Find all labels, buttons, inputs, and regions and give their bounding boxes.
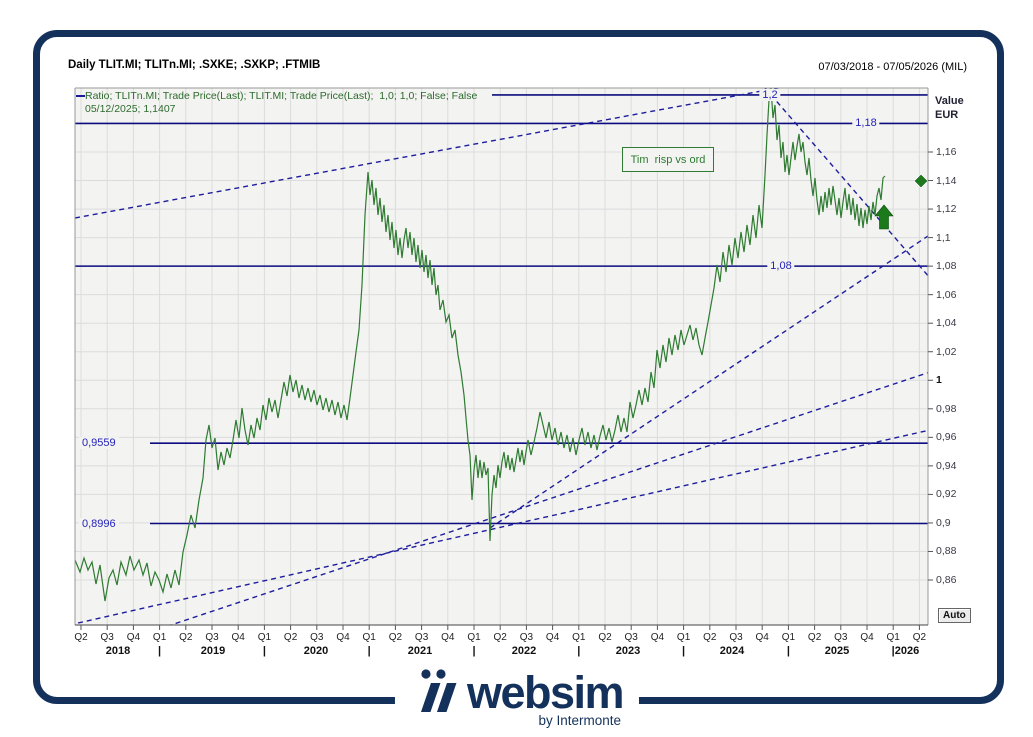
x-tick-label: Q4 bbox=[860, 632, 874, 643]
y-tick-label: 1,16 bbox=[936, 146, 957, 158]
x-tick-label: Q4 bbox=[231, 632, 245, 643]
year-label: 2018 bbox=[105, 645, 131, 657]
year-label: 2022 bbox=[511, 645, 537, 657]
y-tick-label: 0,96 bbox=[936, 431, 957, 444]
level-label-1,08: 1,08 bbox=[767, 260, 795, 273]
x-tick-label: Q2 bbox=[703, 632, 717, 643]
y-tick-label: 1 bbox=[936, 374, 942, 387]
chart-card bbox=[33, 30, 1004, 704]
x-tick-label: Q1 bbox=[362, 632, 376, 643]
y-tick-label: 1,02 bbox=[936, 345, 957, 358]
year-separator: | bbox=[891, 645, 895, 657]
y-tick-label: 0,88 bbox=[936, 545, 957, 558]
year-label: 2020 bbox=[303, 645, 329, 657]
level-label-1,18: 1,18 bbox=[852, 117, 880, 130]
year-separator: | bbox=[262, 645, 266, 657]
x-tick-label: Q4 bbox=[755, 632, 769, 643]
y-axis-title-line2: EUR bbox=[935, 109, 959, 121]
year-label: 2024 bbox=[719, 645, 745, 657]
legend-line-1: Ratio; TLITn.MI; Trade Price(Last); TLIT… bbox=[85, 90, 478, 102]
x-tick-label: Q2 bbox=[807, 632, 822, 643]
year-label: 2021 bbox=[407, 645, 433, 657]
websim-logo: websim by Intermonte bbox=[394, 666, 640, 728]
y-tick-label: 0,9 bbox=[936, 516, 951, 529]
x-tick-label: Q2 bbox=[598, 632, 612, 643]
x-tick-label: Q2 bbox=[179, 632, 193, 643]
x-tick-label: Q2 bbox=[283, 632, 298, 643]
legend-series-dash-icon bbox=[76, 95, 85, 97]
year-separator: | bbox=[472, 645, 476, 657]
auto-scale-button[interactable]: Auto bbox=[938, 608, 971, 623]
year-label: 2025 bbox=[824, 645, 850, 657]
x-tick-label: Q3 bbox=[100, 632, 114, 643]
x-tick-label: Q3 bbox=[310, 632, 324, 643]
y-tick-label: 1,14 bbox=[936, 174, 957, 187]
x-tick-label: Q4 bbox=[336, 632, 350, 643]
date-range: 07/03/2018 - 07/05/2026 (MIL) bbox=[818, 61, 967, 73]
x-tick-label: Q2 bbox=[912, 632, 927, 643]
y-tick-label: 1,08 bbox=[936, 260, 957, 273]
x-tick-label: Q1 bbox=[676, 632, 691, 643]
x-tick-label: Q1 bbox=[572, 632, 586, 643]
year-separator: | bbox=[682, 645, 686, 657]
websim-byline: by Intermonte bbox=[538, 713, 622, 728]
y-tick-label: 0,94 bbox=[936, 459, 957, 472]
annotation-tim-risp-vs-ord[interactable]: Tim risp vs ord bbox=[622, 147, 714, 172]
x-tick-label: Q2 bbox=[388, 632, 403, 643]
y-tick-label: 1,12 bbox=[936, 203, 957, 216]
x-tick-label: Q3 bbox=[624, 632, 638, 643]
year-label: 2019 bbox=[200, 645, 226, 657]
x-tick-label: Q3 bbox=[519, 632, 534, 643]
year-label: 2023 bbox=[615, 645, 641, 657]
chart-title: Daily TLIT.MI; TLITn.MI; .SXKE; .SXKP; .… bbox=[68, 59, 321, 71]
x-tick-label: Q1 bbox=[257, 632, 272, 643]
year-separator: | bbox=[367, 645, 371, 657]
y-tick-label: 1,1 bbox=[936, 231, 951, 244]
y-tick-label: 0,92 bbox=[936, 488, 957, 501]
x-tick-label: Q4 bbox=[650, 632, 665, 643]
websim-wordmark: websim bbox=[466, 666, 625, 718]
x-tick-label: Q4 bbox=[126, 632, 141, 643]
x-tick-label: Q3 bbox=[205, 632, 219, 643]
y-tick-label: 1,06 bbox=[936, 288, 957, 301]
x-tick-label: Q1 bbox=[152, 632, 167, 643]
y-tick-label: 1,04 bbox=[936, 317, 957, 330]
level-label-1,2: 1,2 bbox=[759, 88, 781, 101]
x-tick-label: Q3 bbox=[729, 632, 743, 643]
year-label: 2026 bbox=[894, 645, 920, 657]
legend-line-2: 05/12/2025; 1,1407 bbox=[85, 103, 176, 115]
x-tick-label: Q1 bbox=[467, 632, 481, 643]
x-tick-label: Q4 bbox=[441, 632, 455, 643]
x-tick-label: Q2 bbox=[493, 632, 507, 643]
x-tick-label: Q2 bbox=[74, 632, 88, 643]
level-label-0,9559: 0,9559 bbox=[79, 437, 119, 450]
x-tick-label: Q3 bbox=[414, 632, 429, 643]
x-tick-label: Q4 bbox=[545, 632, 560, 643]
y-tick-label: 0,86 bbox=[936, 574, 957, 586]
y-axis-title: Value EUR bbox=[935, 94, 964, 122]
y-axis-title-line1: Value bbox=[935, 95, 964, 107]
x-tick-label: Q1 bbox=[886, 632, 900, 643]
y-tick-label: 0,98 bbox=[936, 402, 957, 415]
year-separator: | bbox=[786, 645, 790, 657]
x-tick-label: Q1 bbox=[781, 632, 796, 643]
x-tick-label: Q3 bbox=[834, 632, 848, 643]
year-separator: | bbox=[158, 645, 162, 657]
level-label-0,8996: 0,8996 bbox=[79, 517, 119, 530]
websim-logo-icon bbox=[411, 668, 457, 717]
year-separator: | bbox=[577, 645, 581, 657]
